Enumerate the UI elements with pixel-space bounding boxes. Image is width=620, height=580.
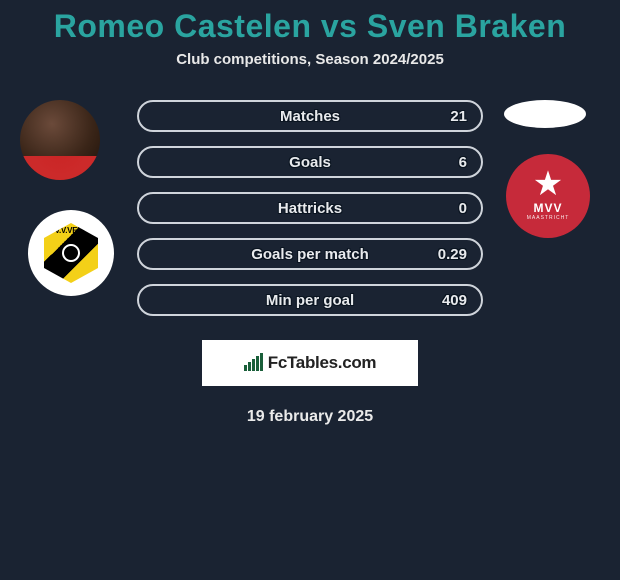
comparison-content: V.V.VENL ★ MVV MAASTRICHT Matches 21 Goa…: [0, 100, 620, 426]
brand-badge: FcTables.com: [202, 340, 418, 386]
club-left-label: V.V.VENL: [41, 226, 101, 235]
club-right-sublabel: MAASTRICHT: [527, 215, 570, 221]
stat-row-hattricks: Hattricks 0: [137, 192, 483, 224]
stat-label: Min per goal: [266, 292, 354, 309]
stat-label: Goals: [289, 154, 331, 171]
soccer-ball-icon: [62, 244, 80, 262]
stat-row-goals-per-match: Goals per match 0.29: [137, 238, 483, 270]
stat-right-value: 409: [431, 292, 467, 309]
page-title: Romeo Castelen vs Sven Braken: [0, 0, 620, 45]
stat-row-min-per-goal: Min per goal 409: [137, 284, 483, 316]
stat-label: Goals per match: [251, 246, 369, 263]
stat-right-value: 21: [431, 108, 467, 125]
brand-text: FcTables.com: [268, 353, 377, 373]
player-right-avatar: [504, 100, 586, 128]
stats-list: Matches 21 Goals 6 Hattricks 0 Goals per…: [137, 100, 483, 316]
subtitle: Club competitions, Season 2024/2025: [0, 51, 620, 68]
stat-row-goals: Goals 6: [137, 146, 483, 178]
stat-right-value: 6: [431, 154, 467, 171]
bar-chart-icon: [244, 355, 264, 371]
stat-label: Hattricks: [278, 200, 342, 217]
club-right-label: MVV: [533, 201, 562, 215]
date-label: 19 february 2025: [0, 408, 620, 426]
star-icon: ★: [533, 167, 563, 201]
player-left-avatar: [20, 100, 100, 180]
stat-label: Matches: [280, 108, 340, 125]
stat-right-value: 0.29: [431, 246, 467, 263]
stat-row-matches: Matches 21: [137, 100, 483, 132]
club-right-badge: ★ MVV MAASTRICHT: [506, 154, 590, 238]
stat-right-value: 0: [431, 200, 467, 217]
club-left-badge: V.V.VENL: [28, 210, 114, 296]
